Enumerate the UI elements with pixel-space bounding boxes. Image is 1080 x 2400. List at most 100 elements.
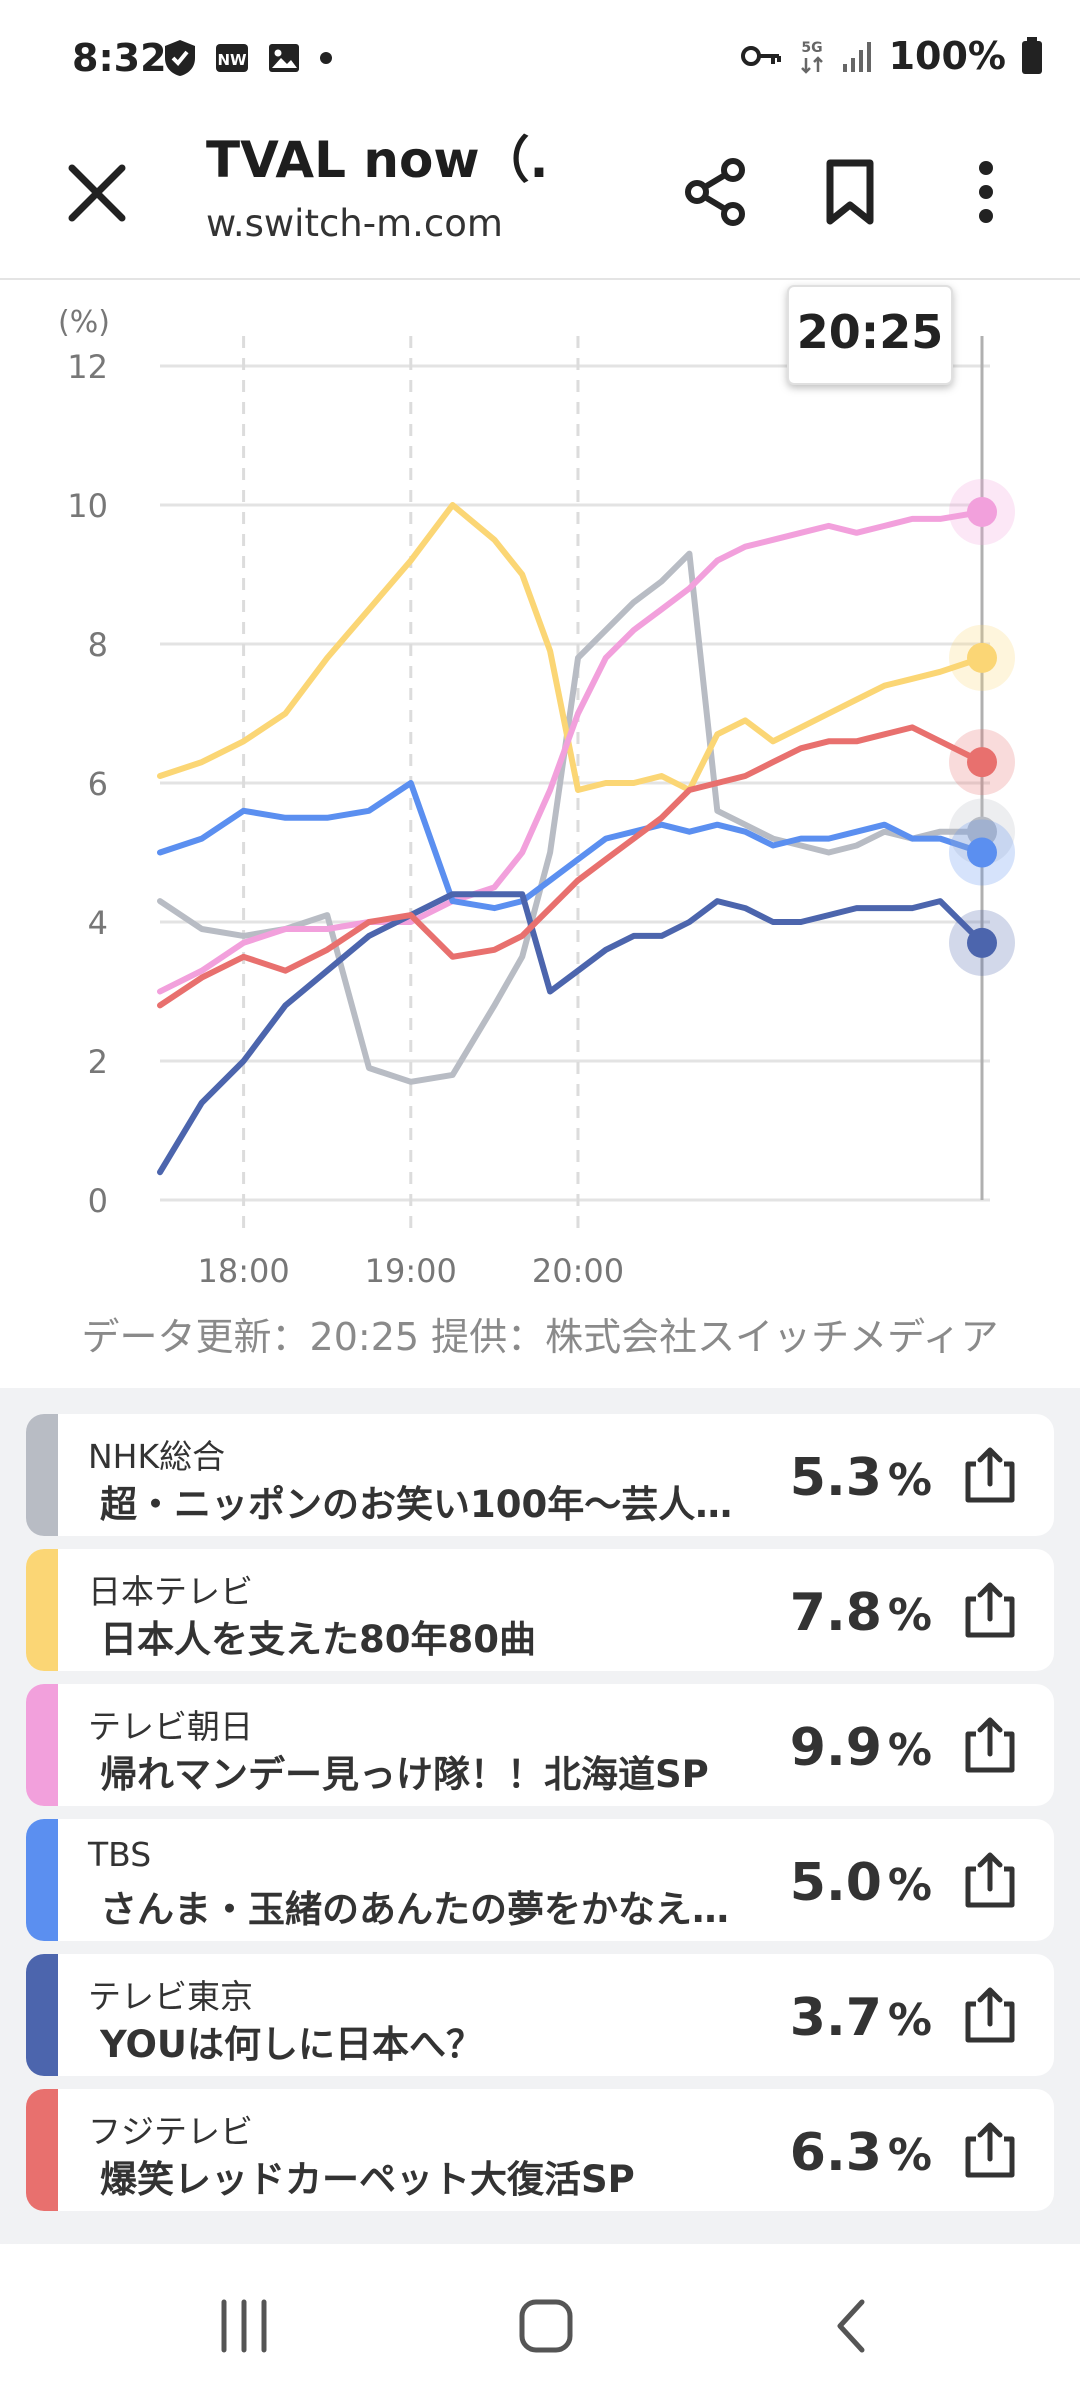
channel-row[interactable]: テレビ朝日帰れマンデー見っけ隊！！北海道SP 9.9% (26, 1684, 1054, 1806)
channel-list: NHK総合 超・ニッポンのお笑い100年〜芸人… 5.3% 日本テレビ 日本人を支えた8… (0, 1388, 1080, 2244)
cursor-time-label: 20:25 (797, 305, 943, 359)
y-tick-label: 10 (67, 487, 108, 525)
status-bar: 8:32 NW 5G 100% (0, 0, 1080, 110)
series-end-marker (967, 496, 997, 527)
share-icon (685, 158, 745, 226)
share-rating-button[interactable] (960, 1849, 1020, 1911)
series-end-marker (967, 747, 997, 778)
series-line (157, 502, 985, 793)
y-axis-unit: (%) (58, 305, 110, 340)
recent-apps-icon (221, 2299, 267, 2353)
share-rating-button[interactable] (960, 1444, 1020, 1506)
channel-name: TBS (88, 1835, 152, 1874)
series-end-marker (967, 642, 997, 673)
share-button[interactable] (666, 142, 766, 242)
channel-row[interactable]: テレビ東京 YOUは何しに日本へ？ 3.7% (26, 1954, 1054, 2076)
program-title: さんま・玉緒のあんたの夢をかなえ… (100, 1888, 729, 1931)
battery-icon (1022, 37, 1042, 74)
rating-value: 3.7% (790, 1988, 932, 2048)
program-title: 超・ニッポンのお笑い100年〜芸人… (100, 1483, 733, 1526)
share-rating-button[interactable] (960, 1714, 1020, 1776)
y-tick-label: 6 (88, 765, 108, 803)
page-url: w.switch-m.com (206, 202, 503, 245)
rating-number: 5.3 (789, 1448, 882, 1508)
channel-name: テレビ東京 (88, 1977, 253, 2016)
y-tick-label: 8 (88, 626, 108, 664)
share-upload-icon (965, 1852, 1015, 1908)
channel-row[interactable]: フジテレビ爆笑レッドカーペット大復活SP 6.3% (26, 2089, 1054, 2211)
close-icon (68, 164, 126, 222)
x-tick-label: 18:00 (197, 1252, 289, 1290)
program-title: 帰れマンデー見っけ隊！！北海道SP (100, 1753, 709, 1796)
channel-row[interactable]: NHK総合超・ニッポンのお笑い100年〜芸人… 5.3% (26, 1414, 1054, 1536)
home-icon (519, 2299, 573, 2353)
channel-color-bar (26, 1684, 58, 1806)
rating-number: 6.3 (789, 2123, 882, 2183)
series-line (157, 550, 985, 1085)
channel-row[interactable]: TBS さんま・玉緒のあんたの夢をかなえ… 5.0% (26, 1819, 1054, 1941)
more-vert-icon (979, 161, 993, 223)
share-upload-icon (965, 1987, 1015, 2043)
dot-icon (320, 52, 332, 64)
system-status: 5G 100% (739, 34, 1044, 78)
share-rating-button[interactable] (960, 1579, 1020, 1641)
back-icon (837, 2299, 865, 2353)
rating-unit: % (887, 1455, 932, 1506)
program-title: 爆笑レッドカーペット大復活SP (100, 2158, 635, 2201)
rating-value: 9.9% (790, 1718, 932, 1778)
rating-value: 6.3% (790, 2123, 932, 2183)
close-button[interactable] (60, 156, 134, 230)
program-title: 日本人を支えた80年80曲 (100, 1618, 536, 1661)
x-tick-label: 19:00 (365, 1252, 457, 1290)
rating-unit: % (887, 1590, 932, 1641)
rating-unit: % (887, 2130, 932, 2181)
series-end-marker (967, 837, 997, 868)
y-tick-label: 2 (88, 1043, 108, 1081)
cursor-time-box (787, 285, 953, 385)
vpn-key-icon (740, 46, 781, 66)
y-tick-label: 4 (88, 904, 108, 942)
home-button[interactable] (486, 2286, 606, 2366)
rating-number: 7.8 (789, 1583, 882, 1643)
channel-color-bar (26, 2089, 58, 2211)
notification-icons: NW (162, 38, 334, 78)
share-rating-button[interactable] (960, 2119, 1020, 2181)
recent-apps-button[interactable] (184, 2286, 304, 2366)
series-line (157, 780, 985, 912)
network-5g-icon: 5G (800, 40, 823, 74)
rating-number: 5.0 (789, 1853, 882, 1913)
ratings-chart: 0 2 4 6 8 10 12 (%) 18:00 19:00 20:00 20:25 (0, 280, 1080, 1340)
svg-text:5G: 5G (801, 40, 822, 56)
channel-row[interactable]: 日本テレビ日本人を支えた80年80曲 7.8% (26, 1549, 1054, 1671)
bookmark-icon (826, 159, 874, 225)
signal-icon (842, 42, 871, 72)
series-end-marker (967, 927, 997, 958)
channel-name: テレビ朝日 (88, 1707, 253, 1746)
y-tick-label: 0 (88, 1182, 108, 1220)
channel-color-bar (26, 1414, 58, 1536)
rating-value: 5.3% (790, 1448, 932, 1508)
rating-value: 5.0% (790, 1853, 932, 1913)
series-line (157, 891, 985, 1176)
series-line (157, 724, 985, 1009)
y-tick-label: 12 (67, 348, 108, 386)
share-upload-icon (965, 1717, 1015, 1773)
channel-color-bar (26, 1549, 58, 1671)
share-rating-button[interactable] (960, 1984, 1020, 2046)
channel-name: NHK総合 (88, 1437, 226, 1476)
data-credit: データ更新：20:25 提供：株式会社スイッチメディア (81, 1315, 999, 1359)
more-options-button[interactable] (936, 142, 1036, 242)
program-title: YOUは何しに日本へ？ (100, 2023, 483, 2066)
channel-name: フジテレビ (88, 2112, 253, 2151)
battery-percent: 100% (888, 34, 1006, 78)
channel-color-bar (26, 1954, 58, 2076)
share-upload-icon (965, 1447, 1015, 1503)
rating-value: 7.8% (790, 1583, 932, 1643)
channel-name: 日本テレビ (88, 1572, 253, 1611)
status-time: 8:32 (72, 36, 167, 80)
back-button[interactable] (790, 2286, 910, 2366)
image-icon (269, 44, 299, 72)
series-end-marker (967, 816, 997, 847)
news-app-icon: NW (216, 44, 248, 72)
bookmark-button[interactable] (800, 142, 900, 242)
